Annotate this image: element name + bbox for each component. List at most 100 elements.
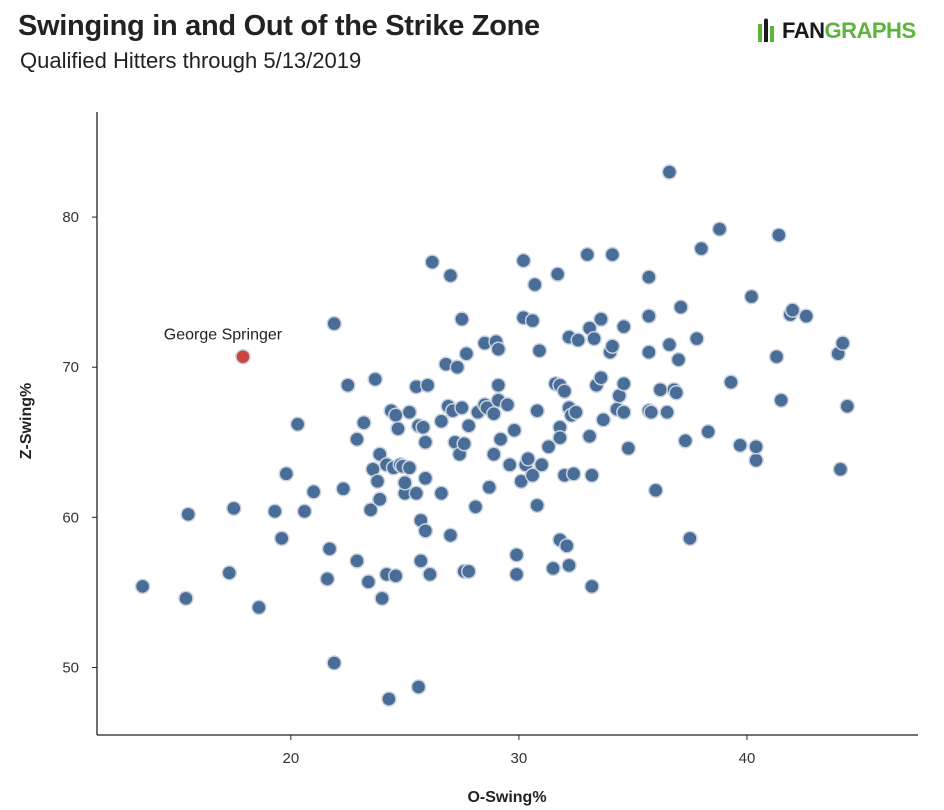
data-point[interactable] (604, 246, 621, 263)
data-point[interactable] (433, 485, 450, 502)
data-point[interactable] (415, 419, 431, 436)
data-point[interactable] (360, 574, 377, 590)
data-point[interactable] (661, 336, 678, 353)
data-point[interactable] (834, 335, 851, 351)
data-point[interactable] (661, 164, 678, 180)
data-point[interactable] (401, 460, 418, 476)
data-point[interactable] (460, 418, 477, 434)
data-point[interactable] (251, 599, 267, 616)
data-point[interactable] (267, 503, 283, 520)
data-point[interactable] (467, 499, 484, 515)
data-point[interactable] (584, 578, 600, 595)
data-point[interactable] (570, 332, 586, 348)
data-point[interactable] (410, 679, 427, 695)
data-point[interactable] (556, 383, 573, 399)
data-point[interactable] (401, 404, 418, 420)
data-point[interactable] (677, 433, 694, 449)
data-point[interactable] (454, 399, 470, 416)
data-point[interactable] (616, 375, 632, 392)
data-point[interactable] (549, 266, 566, 282)
data-point[interactable] (616, 404, 632, 420)
data-point[interactable] (552, 430, 568, 446)
data-point[interactable] (616, 318, 632, 335)
data-point[interactable] (668, 384, 685, 401)
data-point[interactable] (417, 470, 434, 487)
data-point[interactable] (711, 221, 728, 237)
data-point[interactable] (180, 506, 196, 523)
data-point[interactable] (527, 276, 543, 293)
data-point[interactable] (486, 405, 502, 422)
data-point[interactable] (568, 404, 584, 420)
data-point[interactable] (273, 530, 290, 547)
data-point[interactable] (647, 482, 664, 499)
data-point[interactable] (659, 404, 675, 420)
data-point[interactable] (593, 369, 609, 386)
data-point[interactable] (319, 571, 336, 587)
data-point[interactable] (278, 466, 295, 482)
data-point[interactable] (356, 414, 372, 431)
data-point[interactable] (226, 500, 242, 517)
highlighted-point[interactable] (235, 348, 251, 365)
data-point[interactable] (460, 563, 477, 580)
data-point[interactable] (565, 466, 582, 482)
data-point[interactable] (456, 436, 472, 452)
data-point[interactable] (593, 311, 609, 327)
data-point[interactable] (673, 299, 689, 315)
data-point[interactable] (367, 371, 383, 387)
data-point[interactable] (545, 560, 561, 577)
data-point[interactable] (326, 655, 342, 671)
data-point[interactable] (321, 541, 338, 557)
data-point[interactable] (449, 359, 466, 375)
data-point[interactable] (178, 590, 194, 607)
data-point[interactable] (689, 330, 705, 347)
data-point[interactable] (529, 402, 545, 419)
data-point[interactable] (433, 413, 450, 429)
data-point[interactable] (652, 381, 669, 398)
data-point[interactable] (349, 431, 365, 448)
data-point[interactable] (499, 396, 516, 413)
data-point[interactable] (369, 473, 386, 490)
data-point[interactable] (340, 377, 356, 393)
data-point[interactable] (374, 590, 390, 607)
data-point[interactable] (581, 428, 598, 445)
data-point[interactable] (531, 342, 548, 359)
data-point[interactable] (620, 440, 637, 457)
data-point[interactable] (584, 467, 600, 484)
data-point[interactable] (335, 481, 352, 497)
data-point[interactable] (604, 338, 621, 354)
data-point[interactable] (784, 302, 801, 318)
data-point[interactable] (641, 269, 657, 285)
data-point[interactable] (595, 411, 612, 428)
data-point[interactable] (586, 330, 602, 347)
data-point[interactable] (839, 398, 856, 414)
data-point[interactable] (381, 691, 397, 707)
data-point[interactable] (390, 421, 406, 437)
data-point[interactable] (134, 578, 151, 595)
data-point[interactable] (326, 315, 342, 332)
data-point[interactable] (492, 431, 509, 448)
data-point[interactable] (397, 475, 413, 491)
data-point[interactable] (388, 568, 404, 584)
data-point[interactable] (442, 267, 459, 284)
data-point[interactable] (408, 485, 425, 502)
data-point[interactable] (533, 457, 550, 473)
data-point[interactable] (508, 566, 525, 583)
data-point[interactable] (296, 503, 313, 520)
data-point[interactable] (529, 497, 545, 514)
data-point[interactable] (732, 437, 748, 454)
data-point[interactable] (832, 461, 849, 478)
data-point[interactable] (641, 344, 657, 360)
data-point[interactable] (419, 377, 436, 393)
data-point[interactable] (540, 439, 557, 455)
data-point[interactable] (693, 240, 710, 257)
data-point[interactable] (748, 452, 764, 469)
data-point[interactable] (643, 404, 659, 420)
data-point[interactable] (524, 467, 541, 484)
data-point[interactable] (579, 246, 596, 263)
data-point[interactable] (424, 254, 440, 270)
data-point[interactable] (413, 553, 429, 569)
data-point[interactable] (520, 451, 536, 467)
data-point[interactable] (442, 527, 459, 544)
data-point[interactable] (289, 416, 306, 433)
data-point[interactable] (524, 312, 541, 329)
